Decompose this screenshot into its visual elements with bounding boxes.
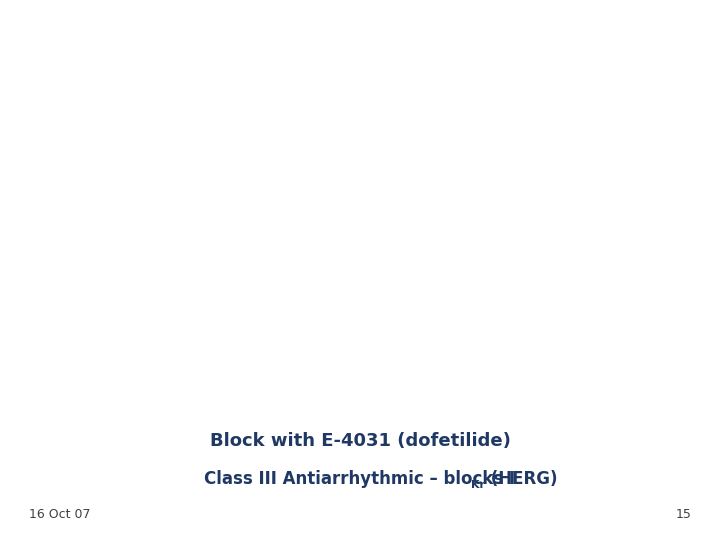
Text: 0 mV—: 0 mV—: [377, 259, 407, 268]
Text: D: D: [370, 237, 384, 254]
Text: 15: 15: [675, 508, 691, 521]
Text: E-4031: E-4031: [579, 334, 608, 343]
Text: +50 mV: +50 mV: [177, 265, 208, 273]
Text: B: B: [370, 42, 382, 60]
Text: Kr: Kr: [471, 480, 485, 490]
Text: 200 pA: 200 pA: [249, 336, 279, 346]
Text: A: A: [43, 42, 56, 60]
Text: A – B: A – B: [105, 237, 136, 249]
Text: Control: Control: [531, 314, 562, 323]
Text: 40 mV: 40 mV: [626, 187, 650, 196]
Text: Block with E-4031 (dofetilide): Block with E-4031 (dofetilide): [210, 432, 510, 450]
Text: –60 mV: –60 mV: [45, 302, 77, 311]
Text: 16 Oct 07: 16 Oct 07: [29, 508, 90, 521]
Text: 90 ms: 90 ms: [626, 212, 649, 221]
Text: Control: Control: [108, 42, 153, 55]
Text: Class III Antiarrhythmic – blocks I: Class III Antiarrhythmic – blocks I: [204, 470, 516, 488]
Text: (HERG): (HERG): [485, 470, 557, 488]
Text: C: C: [43, 237, 55, 254]
Text: E-4031: E-4031: [426, 42, 470, 55]
Text: 600 ms: 600 ms: [249, 362, 280, 371]
Text: –30 mV: –30 mV: [177, 298, 206, 307]
